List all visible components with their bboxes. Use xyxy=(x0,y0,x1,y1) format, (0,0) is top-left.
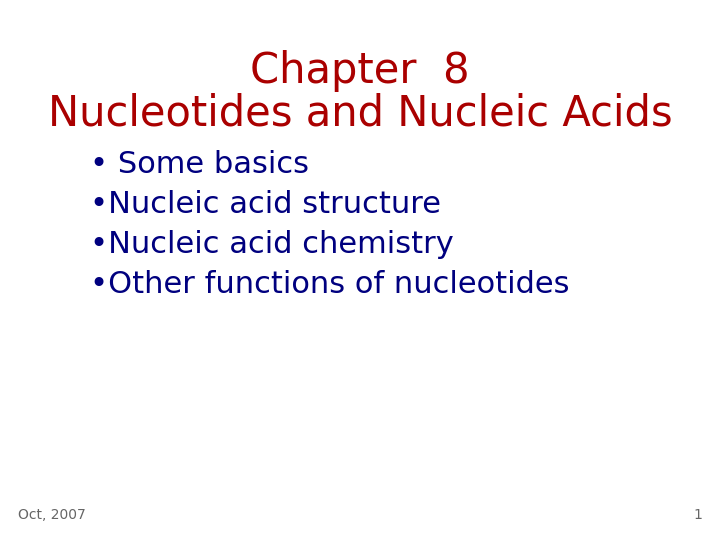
Text: • Some basics: • Some basics xyxy=(90,150,309,179)
Text: •Nucleic acid structure: •Nucleic acid structure xyxy=(90,190,441,219)
Text: Oct, 2007: Oct, 2007 xyxy=(18,508,86,522)
Text: •Nucleic acid chemistry: •Nucleic acid chemistry xyxy=(90,230,454,259)
Text: Nucleotides and Nucleic Acids: Nucleotides and Nucleic Acids xyxy=(48,92,672,134)
Text: Chapter  8: Chapter 8 xyxy=(250,50,470,92)
Text: 1: 1 xyxy=(693,508,702,522)
Text: •Other functions of nucleotides: •Other functions of nucleotides xyxy=(90,270,570,299)
